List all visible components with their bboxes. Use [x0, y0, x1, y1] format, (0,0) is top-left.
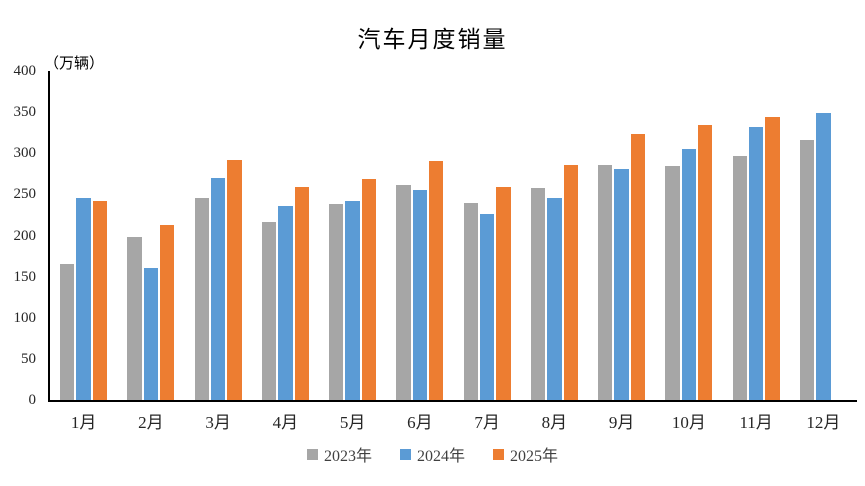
bar-2025年-2月: [160, 225, 175, 400]
bar-2023年-5月: [329, 204, 344, 400]
x-tick-label-9月: 9月: [608, 413, 635, 432]
bar-group-11月: [732, 71, 781, 400]
y-tick-label: 400: [13, 63, 37, 79]
legend-swatch-icon: [306, 448, 318, 460]
legend-item-2023年: 2023年: [306, 442, 372, 466]
bar-2025年-8月: [563, 165, 578, 400]
bar-group-4月: [261, 71, 310, 400]
bar-2023年-1月: [60, 264, 75, 400]
y-tick-label: 0: [28, 392, 37, 408]
chart-title: 汽车月度销量: [357, 27, 508, 52]
bar-group-6月: [395, 71, 444, 400]
bar-2023年-11月: [732, 156, 747, 400]
bar-group-12月: [799, 71, 848, 400]
x-tick-label-12月: 12月: [806, 413, 841, 432]
bar-2025年-10月: [698, 125, 713, 400]
legend-label: 2023年: [323, 448, 372, 465]
bar-group-8月: [530, 71, 579, 400]
x-axis: 1月 2月 3月 4月 5月 6月 7月 8月 9月 10月 11月 12月: [50, 408, 857, 433]
plot-area: [48, 71, 857, 402]
x-tick-label-8月: 8月: [541, 413, 568, 432]
bar-2024年-6月: [412, 190, 428, 400]
bar-2023年-3月: [194, 198, 209, 400]
bar-2024年-5月: [345, 201, 360, 400]
legend-label: 2024年: [416, 448, 465, 465]
bar-2025年-9月: [630, 134, 646, 400]
bar-2024年-8月: [547, 198, 562, 400]
bar-2024年-10月: [681, 149, 697, 400]
bar-2024年-4月: [278, 206, 293, 400]
bar-group-7月: [463, 71, 512, 400]
bar-2025年-3月: [227, 160, 242, 400]
y-tick-label: 50: [21, 350, 36, 367]
y-tick-label: 350: [13, 104, 37, 121]
y-tick-label: 100: [13, 309, 37, 326]
bar-group-2月: [126, 71, 175, 400]
x-tick-label-3月: 3月: [205, 413, 231, 432]
bar-2023年-6月: [396, 185, 411, 400]
bar-2023年-4月: [261, 222, 277, 400]
legend-swatch-icon: [399, 448, 411, 460]
bar-2023年-8月: [530, 188, 546, 400]
bar-2023年-10月: [665, 166, 680, 400]
bar-2024年-12月: [816, 113, 831, 400]
y-axis: 0 50 100 150 200 250 300 350 400: [0, 63, 40, 408]
legend-item-2024年: 2024年: [399, 442, 465, 466]
x-tick-label-10月: 10月: [671, 413, 706, 432]
y-axis-unit-label: （万辆）: [44, 56, 105, 72]
bar-group-10月: [664, 71, 713, 400]
bar-2024年-2月: [143, 268, 159, 400]
y-tick-label: 200: [13, 227, 37, 244]
bar-2024年-11月: [748, 127, 764, 400]
x-tick-label-11月: 11月: [739, 413, 773, 432]
legend-label: 2025年: [510, 448, 559, 465]
bar-2025年-4月: [294, 187, 309, 400]
bar-2023年-9月: [598, 165, 613, 400]
x-tick-label-2月: 2月: [138, 413, 164, 432]
bar-group-1月: [59, 71, 108, 400]
bar-2025年-1月: [92, 201, 108, 400]
bar-2024年-9月: [614, 169, 629, 400]
bar-2025年-5月: [361, 179, 377, 400]
bar-2023年-12月: [799, 140, 815, 400]
bar-2025年-11月: [765, 117, 780, 400]
x-tick-label-1月: 1月: [70, 413, 97, 432]
bar-2025年-6月: [429, 161, 444, 400]
bar-2024年-3月: [210, 178, 226, 400]
bar-group-5月: [328, 71, 377, 400]
bar-2023年-7月: [463, 203, 478, 400]
legend-swatch-icon: [493, 448, 504, 460]
bar-2024年-1月: [76, 198, 91, 400]
bar-2024年-7月: [479, 214, 495, 400]
x-tick-label-7月: 7月: [474, 413, 500, 432]
y-tick-label: 250: [13, 186, 37, 203]
x-tick-label-4月: 4月: [272, 413, 299, 432]
y-tick-label: 300: [13, 145, 37, 162]
legend: 2023年 2024年 2025年: [0, 442, 865, 466]
x-tick-label-6月: 6月: [407, 413, 433, 432]
bar-group-9月: [597, 71, 646, 400]
legend-item-2025年: 2025年: [493, 442, 558, 466]
x-tick-label-5月: 5月: [339, 413, 366, 432]
y-tick-label: 150: [13, 268, 37, 285]
bar-2023年-2月: [127, 237, 142, 400]
bar-2025年-7月: [496, 187, 511, 400]
bar-group-3月: [194, 71, 243, 400]
